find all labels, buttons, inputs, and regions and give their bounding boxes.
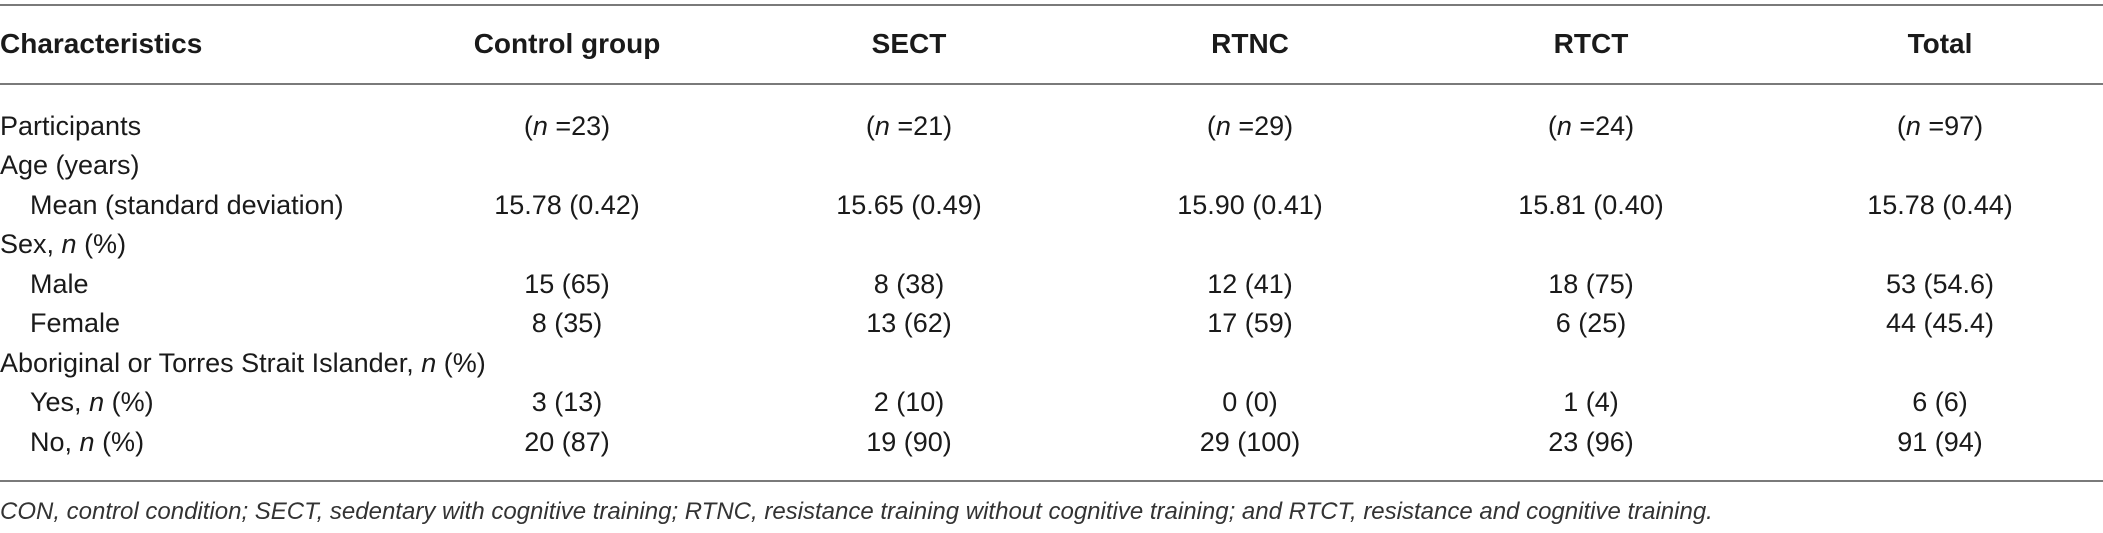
cell-value: 15.78 (0.44) xyxy=(1867,190,2013,220)
row-label: Age (years) xyxy=(0,150,140,180)
table-row: Male 15 (65) 8 (38) 12 (41) 18 (75) 53 (… xyxy=(0,264,2103,304)
cell-value: 13 (62) xyxy=(866,308,952,338)
cell-value: 15 (65) xyxy=(524,269,610,299)
participants-rtct: (n =24) xyxy=(1547,111,1635,141)
cell-value: 18 (75) xyxy=(1548,269,1634,299)
cell-value: 12 (41) xyxy=(1207,269,1293,299)
row-label: No, n (%) xyxy=(30,427,145,457)
cell-value: 0 (0) xyxy=(1222,387,1278,417)
table-row: Sex, n (%) xyxy=(0,224,2103,264)
participants-sect: (n =21) xyxy=(865,111,953,141)
cell-value: 15.90 (0.41) xyxy=(1177,190,1323,220)
cell-value: 15.78 (0.42) xyxy=(494,190,640,220)
cell-value: 15.81 (0.40) xyxy=(1518,190,1664,220)
cell-value: 8 (38) xyxy=(873,269,945,299)
table-row: Aboriginal or Torres Strait Islander, n … xyxy=(0,343,2103,383)
participants-rtnc: (n =29) xyxy=(1206,111,1294,141)
cell-value: 6 (6) xyxy=(1912,387,1968,417)
table-row: No, n (%) 20 (87) 19 (90) 29 (100) 23 (9… xyxy=(0,422,2103,462)
cell-value: 44 (45.4) xyxy=(1885,308,1995,338)
participants-total: (n =97) xyxy=(1896,111,1984,141)
bottom-rule xyxy=(0,480,2103,482)
cell-value: 19 (90) xyxy=(866,427,952,457)
cell-value: 1 (4) xyxy=(1563,387,1619,417)
row-label: Male xyxy=(30,269,89,299)
cell-value: 91 (94) xyxy=(1897,427,1983,457)
table-footnote: CON, control condition; SECT, sedentary … xyxy=(0,498,1713,525)
header-characteristics: Characteristics xyxy=(0,28,203,59)
top-rule xyxy=(0,4,2103,6)
table-row: Age (years) xyxy=(0,145,2103,185)
header-rtnc: RTNC xyxy=(1211,28,1289,59)
header-rtct: RTCT xyxy=(1553,28,1629,59)
participants-control: (n =23) xyxy=(523,111,611,141)
row-label: Yes, n (%) xyxy=(30,387,154,417)
row-label: Mean (standard deviation) xyxy=(30,190,344,220)
row-label: Sex, n (%) xyxy=(0,229,127,259)
table-row: Yes, n (%) 3 (13) 2 (10) 0 (0) 1 (4) 6 (… xyxy=(0,382,2103,422)
cell-value: 6 (25) xyxy=(1555,308,1627,338)
cell-value: 29 (100) xyxy=(1199,427,1301,457)
cell-value: 2 (10) xyxy=(873,387,945,417)
cell-value: 15.65 (0.49) xyxy=(836,190,982,220)
table-row: Mean (standard deviation) 15.78 (0.42) 1… xyxy=(0,185,2103,225)
cell-value: 23 (96) xyxy=(1548,427,1634,457)
header-sect: SECT xyxy=(871,28,947,59)
cell-value: 20 (87) xyxy=(524,427,610,457)
table-row: Female 8 (35) 13 (62) 17 (59) 6 (25) 44 … xyxy=(0,303,2103,343)
cell-value: 8 (35) xyxy=(531,308,603,338)
header-control-group: Control group xyxy=(473,28,661,59)
header-total: Total xyxy=(1907,28,1973,59)
cell-value: 53 (54.6) xyxy=(1885,269,1995,299)
cell-value: 17 (59) xyxy=(1207,308,1293,338)
header-rule xyxy=(0,83,2103,85)
row-label: Female xyxy=(30,308,121,338)
row-label: Aboriginal or Torres Strait Islander, n … xyxy=(0,348,486,378)
row-label: Participants xyxy=(0,111,142,141)
table-row: Participants (n =23) (n =21) (n =29) (n … xyxy=(0,106,2103,146)
cell-value: 3 (13) xyxy=(531,387,603,417)
